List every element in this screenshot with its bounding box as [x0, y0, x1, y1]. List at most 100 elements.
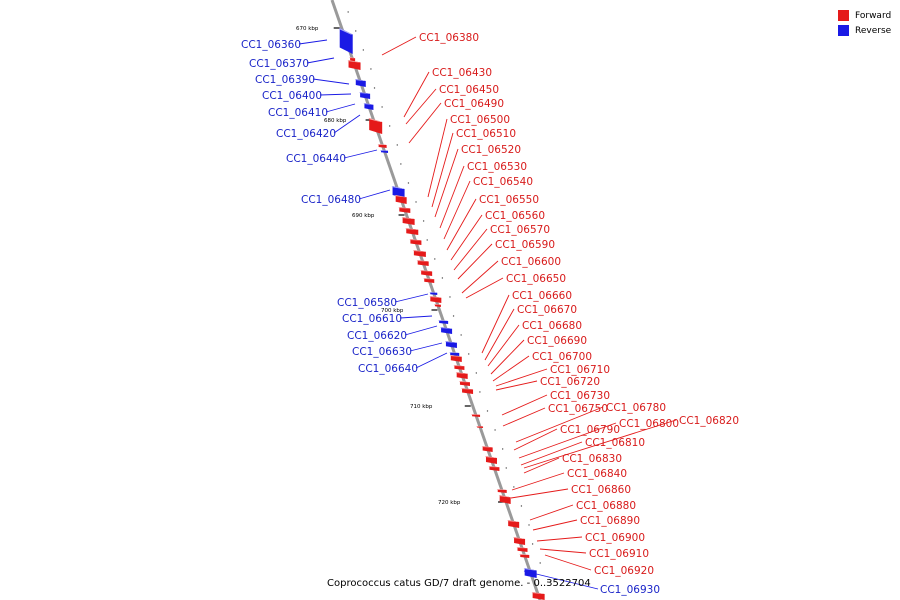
- gene-label-cc1-06920[interactable]: CC1_06920: [594, 565, 654, 577]
- gene-label-cc1-06780[interactable]: CC1_06780: [606, 402, 666, 414]
- gene-label-cc1-06790[interactable]: CC1_06790: [560, 424, 620, 436]
- leader-line: [358, 189, 391, 200]
- gene-label-cc1-06650[interactable]: CC1_06650: [506, 273, 566, 285]
- gene-label-cc1-06690[interactable]: CC1_06690: [527, 335, 587, 347]
- leader-line: [306, 57, 335, 64]
- gene-label-cc1-06500[interactable]: CC1_06500: [450, 114, 510, 126]
- leader-line: [408, 102, 442, 144]
- gene-label-cc1-06360[interactable]: CC1_06360: [241, 39, 301, 51]
- gene-label-cc1-06720[interactable]: CC1_06720: [540, 376, 600, 388]
- minor-tick: [460, 334, 462, 336]
- forward-gene-block: [369, 118, 383, 134]
- tick-label: 720 kbp: [438, 500, 461, 506]
- gene-block-highlight: [449, 355, 462, 357]
- forward-gene-block: [459, 381, 470, 386]
- minor-tick: [528, 524, 530, 526]
- gene-block-highlight: [455, 372, 468, 374]
- gene-block-highlight: [380, 150, 389, 151]
- gene-label-cc1-06430[interactable]: CC1_06430: [432, 67, 492, 79]
- gene-label-cc1-06810[interactable]: CC1_06810: [585, 437, 645, 449]
- gene-label-cc1-06910[interactable]: CC1_06910: [589, 548, 649, 560]
- gene-label-cc1-06880[interactable]: CC1_06880: [576, 500, 636, 512]
- leader-line: [415, 352, 448, 369]
- minor-tick: [501, 448, 504, 450]
- gene-label-cc1-06510[interactable]: CC1_06510: [456, 128, 516, 140]
- gene-label-cc1-06900[interactable]: CC1_06900: [585, 532, 645, 544]
- gene-label-cc1-06800[interactable]: CC1_06800: [619, 418, 679, 430]
- gene-label-cc1-06570[interactable]: CC1_06570: [490, 224, 550, 236]
- tick-label: 690 kbp: [352, 213, 375, 219]
- reverse-gene-block: [339, 28, 353, 54]
- gene-label-cc1-06890[interactable]: CC1_06890: [580, 515, 640, 527]
- forward-gene-block: [348, 60, 361, 70]
- leader-line: [492, 355, 530, 382]
- leader-line: [381, 36, 417, 56]
- gene-label-cc1-06680[interactable]: CC1_06680: [522, 320, 582, 332]
- tick-label: 710 kbp: [410, 404, 433, 410]
- forward-gene-block: [482, 446, 493, 452]
- genome-caption: Coprococcus catus GD/7 draft genome. - 0…: [327, 578, 591, 589]
- gene-label-cc1-06600[interactable]: CC1_06600: [501, 256, 561, 268]
- reverse-gene-block: [392, 186, 405, 198]
- gene-label-cc1-06420[interactable]: CC1_06420: [276, 128, 336, 140]
- forward-gene-block: [517, 547, 528, 552]
- minor-tick: [422, 220, 425, 222]
- gene-label-cc1-06410[interactable]: CC1_06410: [268, 107, 328, 119]
- leader-line: [523, 457, 560, 474]
- gene-label-cc1-06630[interactable]: CC1_06630: [352, 346, 412, 358]
- leader-line: [446, 198, 477, 251]
- leader-line: [439, 165, 465, 229]
- gene-label-cc1-06550[interactable]: CC1_06550: [479, 194, 539, 206]
- gene-label-cc1-06640[interactable]: CC1_06640: [358, 363, 418, 375]
- gene-label-cc1-06380[interactable]: CC1_06380: [419, 32, 479, 44]
- minor-tick: [539, 562, 541, 564]
- gene-label-cc1-06530[interactable]: CC1_06530: [467, 161, 527, 173]
- gene-label-cc1-06700[interactable]: CC1_06700: [532, 351, 592, 363]
- gene-label-cc1-06450[interactable]: CC1_06450: [439, 84, 499, 96]
- leader-line: [523, 570, 599, 590]
- gene-label-cc1-06610[interactable]: CC1_06610: [342, 313, 402, 325]
- legend-forward: Forward: [838, 8, 891, 23]
- minor-tick: [434, 258, 436, 260]
- gene-label-cc1-06840[interactable]: CC1_06840: [567, 468, 627, 480]
- gene-label-cc1-06670[interactable]: CC1_06670: [517, 304, 577, 316]
- minor-tick: [441, 277, 444, 279]
- leader-line: [515, 406, 604, 443]
- minor-tick: [396, 144, 398, 146]
- gene-label-cc1-06440[interactable]: CC1_06440: [286, 153, 346, 165]
- gene-label-cc1-06370[interactable]: CC1_06370: [249, 58, 309, 70]
- gene-label-cc1-06490[interactable]: CC1_06490: [444, 98, 504, 110]
- leader-line: [394, 293, 429, 303]
- gene-block-highlight: [420, 270, 433, 272]
- gene-label-cc1-06710[interactable]: CC1_06710: [550, 364, 610, 376]
- gene-label-cc1-06820[interactable]: CC1_06820: [679, 415, 739, 427]
- gene-block-highlight: [423, 278, 435, 280]
- leader-line: [495, 368, 548, 387]
- gene-label-cc1-06390[interactable]: CC1_06390: [255, 74, 315, 86]
- gene-label-cc1-06750[interactable]: CC1_06750: [548, 403, 608, 415]
- gene-label-cc1-06480[interactable]: CC1_06480: [301, 194, 361, 206]
- leader-line: [532, 519, 578, 531]
- gene-block-highlight: [394, 195, 407, 198]
- forward-gene-block: [402, 217, 415, 225]
- forward-gene-block: [456, 372, 468, 379]
- gene-label-cc1-06590[interactable]: CC1_06590: [495, 239, 555, 251]
- gene-block-highlight: [507, 520, 520, 522]
- gene-label-cc1-06540[interactable]: CC1_06540: [473, 176, 533, 188]
- gene-label-cc1-06930[interactable]: CC1_06930: [600, 584, 660, 596]
- minor-tick: [449, 296, 451, 298]
- gene-block-highlight: [449, 352, 460, 353]
- gene-label-cc1-06730[interactable]: CC1_06730: [550, 390, 610, 402]
- gene-label-cc1-06400[interactable]: CC1_06400: [262, 90, 322, 102]
- gene-label-cc1-06560[interactable]: CC1_06560: [485, 210, 545, 222]
- leader-line: [325, 103, 356, 113]
- gene-label-cc1-06660[interactable]: CC1_06660: [512, 290, 572, 302]
- gene-label-cc1-06580[interactable]: CC1_06580: [337, 297, 397, 309]
- gene-label-cc1-06520[interactable]: CC1_06520: [461, 144, 521, 156]
- gene-label-cc1-06860[interactable]: CC1_06860: [571, 484, 631, 496]
- gene-block-highlight: [429, 296, 442, 298]
- gene-block-highlight: [496, 489, 507, 490]
- gene-block-highlight: [433, 304, 441, 305]
- gene-label-cc1-06620[interactable]: CC1_06620: [347, 330, 407, 342]
- gene-label-cc1-06830[interactable]: CC1_06830: [562, 453, 622, 465]
